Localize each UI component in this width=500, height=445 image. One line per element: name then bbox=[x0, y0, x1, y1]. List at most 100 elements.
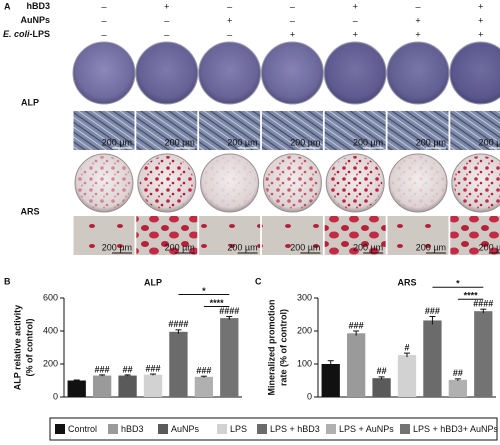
bar bbox=[423, 320, 442, 397]
error-bar bbox=[378, 376, 385, 380]
chart-title: ARS bbox=[397, 277, 416, 287]
scale-bar-label: 200 µm bbox=[227, 242, 257, 252]
scale-bar-label: 200 µm bbox=[290, 242, 320, 252]
legend-label: LPS + AuNPs bbox=[339, 424, 394, 434]
alp-micrograph bbox=[261, 111, 323, 150]
row-label: hBD3 bbox=[26, 1, 50, 11]
treatment-sign: – bbox=[353, 15, 358, 25]
treatment-sign: + bbox=[290, 29, 295, 39]
treatment-sign: + bbox=[478, 15, 483, 25]
row-label: E. coli-LPS bbox=[3, 29, 50, 39]
significance-mark: #### bbox=[168, 319, 188, 329]
treatment-sign: + bbox=[478, 1, 483, 11]
alp-dish bbox=[260, 41, 324, 105]
ars-micrograph bbox=[261, 216, 323, 255]
alp-micrograph bbox=[136, 111, 198, 150]
alp-dish-shade bbox=[388, 43, 448, 103]
scale-bar-label: 200 µm bbox=[165, 242, 195, 252]
error-bar bbox=[150, 373, 156, 376]
significance-mark: # bbox=[404, 342, 409, 352]
legend-swatch bbox=[217, 424, 227, 434]
alp-micrograph bbox=[73, 111, 135, 150]
significance-mark: ### bbox=[349, 320, 364, 330]
y-tick-label: 400 bbox=[43, 325, 58, 335]
error-bar bbox=[73, 379, 80, 381]
alp-dish bbox=[72, 41, 136, 105]
legend-frame bbox=[49, 417, 498, 441]
y-axis-label: Mineralized promotion bbox=[266, 299, 276, 395]
treatment-sign: – bbox=[164, 15, 169, 25]
alp-dish bbox=[386, 41, 450, 105]
error-bar bbox=[429, 315, 436, 325]
significance-mark: ### bbox=[145, 363, 160, 373]
bar bbox=[143, 374, 163, 397]
alp-micrograph bbox=[387, 111, 449, 150]
y-axis-label: ALP relative activity bbox=[12, 305, 22, 390]
scale-bar-label: 200 µm bbox=[416, 137, 446, 147]
bar bbox=[474, 311, 493, 397]
treatment-sign: + bbox=[227, 15, 232, 25]
bar bbox=[372, 378, 391, 397]
error-bar bbox=[404, 352, 410, 358]
significance-mark: ### bbox=[95, 364, 110, 374]
error-bar bbox=[480, 308, 487, 314]
bar bbox=[92, 375, 112, 397]
comparison-label: **** bbox=[464, 291, 479, 301]
row-label: AuNPs bbox=[20, 15, 50, 25]
y-axis-label: (% of control) bbox=[24, 319, 34, 377]
treatment-sign: – bbox=[290, 1, 295, 11]
ars-micrograph bbox=[199, 216, 261, 255]
scale-bar-label: 200 µm bbox=[165, 137, 195, 147]
ars-micrograph bbox=[73, 216, 135, 255]
legend-swatch bbox=[326, 424, 336, 434]
comparison-label: **** bbox=[210, 298, 225, 308]
alp-dish bbox=[449, 41, 500, 105]
legend-label: LPS + hBD3 bbox=[270, 424, 320, 434]
significance-mark: ## bbox=[123, 364, 133, 374]
comparison-label: * bbox=[202, 286, 206, 296]
alp-dish-shade bbox=[450, 43, 500, 103]
error-bar bbox=[327, 360, 334, 368]
treatment-sign: – bbox=[227, 29, 232, 39]
treatment-sign: – bbox=[290, 15, 295, 25]
error-bar bbox=[99, 374, 106, 377]
legend-label: Control bbox=[68, 424, 97, 434]
treatment-sign: – bbox=[101, 29, 106, 39]
error-bar bbox=[454, 378, 461, 381]
panel-label: A bbox=[4, 1, 11, 11]
treatment-sign: + bbox=[415, 15, 420, 25]
row-label-text: AuNPs bbox=[20, 15, 50, 25]
ars-dish-stain bbox=[77, 156, 131, 210]
ars-micrograph bbox=[136, 216, 198, 255]
ars-dish-stain bbox=[391, 156, 445, 210]
row-label-text: hBD3 bbox=[26, 1, 50, 11]
ars-dish-stain bbox=[202, 156, 257, 210]
bar bbox=[321, 364, 340, 397]
bar bbox=[346, 333, 366, 397]
treatment-sign: + bbox=[478, 29, 483, 39]
treatment-sign: + bbox=[415, 29, 420, 39]
scale-bar-label: 200 µm bbox=[479, 137, 500, 147]
treatment-sign: – bbox=[164, 29, 169, 39]
bar bbox=[448, 379, 468, 397]
alp-dish bbox=[198, 41, 262, 105]
treatment-sign: + bbox=[164, 1, 169, 11]
y-tick-label: 200 bbox=[43, 358, 58, 368]
alp-micrograph bbox=[199, 111, 261, 150]
legend-label: hBD3 bbox=[121, 424, 144, 434]
bar bbox=[397, 355, 417, 397]
treatment-sign: – bbox=[415, 1, 420, 11]
y-tick-label: 100 bbox=[297, 358, 312, 368]
legend-swatch bbox=[158, 424, 168, 434]
treatment-sign: + bbox=[353, 1, 358, 11]
significance-mark: #### bbox=[219, 306, 239, 316]
legend-swatch bbox=[400, 424, 410, 434]
row-label-text: -LPS bbox=[29, 29, 50, 39]
row-label-italic: E. coli bbox=[3, 29, 30, 39]
stain-label: ARS bbox=[20, 206, 39, 216]
legend-label: LPS + hBD3+ AuNPs bbox=[413, 424, 499, 434]
treatment-sign: – bbox=[101, 15, 106, 25]
panel-label: B bbox=[4, 276, 11, 286]
alp-micrograph bbox=[324, 111, 386, 150]
